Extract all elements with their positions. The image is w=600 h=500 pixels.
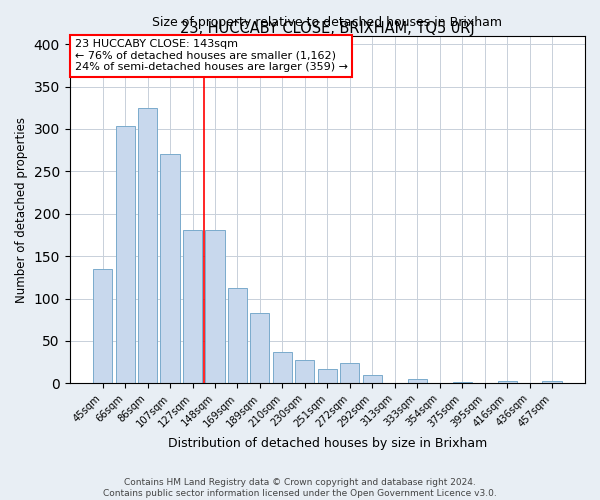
Bar bbox=[497, 381, 517, 384]
Title: 23, HUCCABY CLOSE, BRIXHAM, TQ5 0RJ: 23, HUCCABY CLOSE, BRIXHAM, TQ5 0RJ bbox=[180, 20, 475, 36]
Text: 23 HUCCABY CLOSE: 143sqm
← 76% of detached houses are smaller (1,162)
24% of sem: 23 HUCCABY CLOSE: 143sqm ← 76% of detach… bbox=[75, 39, 348, 72]
Bar bbox=[183, 230, 202, 384]
Y-axis label: Number of detached properties: Number of detached properties bbox=[15, 116, 28, 302]
X-axis label: Distribution of detached houses by size in Brixham: Distribution of detached houses by size … bbox=[168, 437, 487, 450]
Bar bbox=[93, 269, 112, 384]
Bar bbox=[318, 369, 337, 384]
Bar bbox=[116, 126, 134, 384]
Bar bbox=[407, 379, 427, 384]
Bar bbox=[295, 360, 314, 384]
Bar bbox=[138, 108, 157, 384]
Bar bbox=[273, 352, 292, 384]
Bar bbox=[542, 381, 562, 384]
Bar bbox=[228, 288, 247, 384]
Bar bbox=[452, 382, 472, 384]
Bar bbox=[160, 154, 179, 384]
Text: Contains HM Land Registry data © Crown copyright and database right 2024.
Contai: Contains HM Land Registry data © Crown c… bbox=[103, 478, 497, 498]
Text: Size of property relative to detached houses in Brixham: Size of property relative to detached ho… bbox=[152, 16, 502, 28]
Bar bbox=[363, 375, 382, 384]
Bar bbox=[340, 363, 359, 384]
Bar bbox=[250, 313, 269, 384]
Bar bbox=[205, 230, 224, 384]
